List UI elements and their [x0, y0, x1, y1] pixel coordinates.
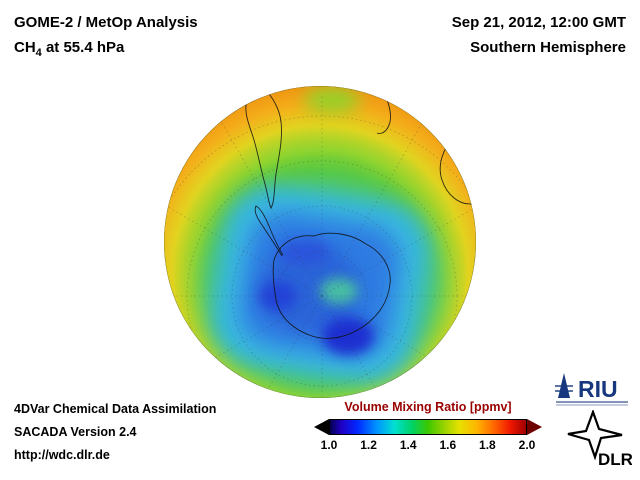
coastline-south-america — [245, 93, 282, 209]
analysis-title: GOME-2 / MetOp Analysis — [14, 14, 198, 31]
field-minimum-patch-1 — [322, 317, 374, 355]
field-green-tongue — [304, 87, 360, 113]
colorbar-bar — [314, 419, 542, 435]
riu-logo: RIU — [554, 372, 632, 408]
field-minimum-patch-3 — [278, 239, 330, 265]
field-pole-light-spot — [320, 278, 358, 304]
species-subscript: 4 — [35, 47, 42, 59]
globe-container — [162, 84, 478, 400]
dlr-logo-graphic: DLR — [567, 408, 633, 469]
colorbar-title: Volume Mixing Ratio [ppmv] — [344, 400, 512, 414]
coastline-antarctic-peninsula — [254, 205, 284, 257]
coastline-antarctica — [272, 232, 391, 339]
hemisphere-label: Southern Hemisphere — [470, 39, 626, 56]
colorbar-ticks: 1.0 1.2 1.4 1.6 1.8 2.0 — [321, 438, 536, 454]
riu-logo-text: RIU — [578, 376, 618, 402]
colorbar-overflow-arrow — [527, 419, 542, 435]
dlr-logo-text: DLR — [598, 450, 632, 468]
pressure-level: at 55.4 hPa — [41, 39, 125, 56]
colorbar-gradient — [329, 419, 527, 435]
colorbar-tick: 1.6 — [439, 438, 457, 452]
assimilation-label: 4DVar Chemical Data Assimilation — [14, 402, 217, 416]
colorbar: Volume Mixing Ratio [ppmv] 1.0 1.2 1.4 1… — [314, 400, 542, 454]
colorbar-tick: 2.0 — [518, 438, 536, 452]
field-vortex-core — [260, 245, 360, 333]
header-left: GOME-2 / MetOp Analysis CH4 at 55.4 hPa — [14, 10, 198, 66]
url-label: http://wdc.dlr.de — [14, 448, 110, 462]
colorbar-underflow-arrow — [314, 419, 329, 435]
colorbar-tick: 1.4 — [399, 438, 417, 452]
date-label: Sep 21, 2012, 12:00 GMT — [451, 14, 626, 31]
colorbar-tick: 1.2 — [360, 438, 377, 452]
version-label: SACADA Version 2.4 — [14, 425, 137, 439]
species-symbol: CH — [14, 39, 36, 56]
footer-credits: 4DVar Chemical Data Assimilation SACADA … — [14, 398, 216, 467]
riu-logo-graphic: RIU — [555, 373, 628, 406]
colorbar-tick: 1.8 — [479, 438, 496, 452]
species-level-label: CH4 at 55.4 hPa — [14, 35, 198, 66]
graticule — [164, 96, 476, 398]
dlr-logo: DLR — [566, 408, 633, 469]
header-right: Sep 21, 2012, 12:00 GMT Southern Hemisph… — [452, 10, 626, 60]
globe-map — [164, 86, 476, 398]
field-minimum-patch-2 — [259, 281, 297, 311]
colorbar-tick: 1.0 — [320, 438, 338, 452]
riu-spire-icon — [558, 373, 570, 398]
dlr-emblem-icon — [567, 408, 623, 461]
coastline-australia — [439, 137, 476, 205]
